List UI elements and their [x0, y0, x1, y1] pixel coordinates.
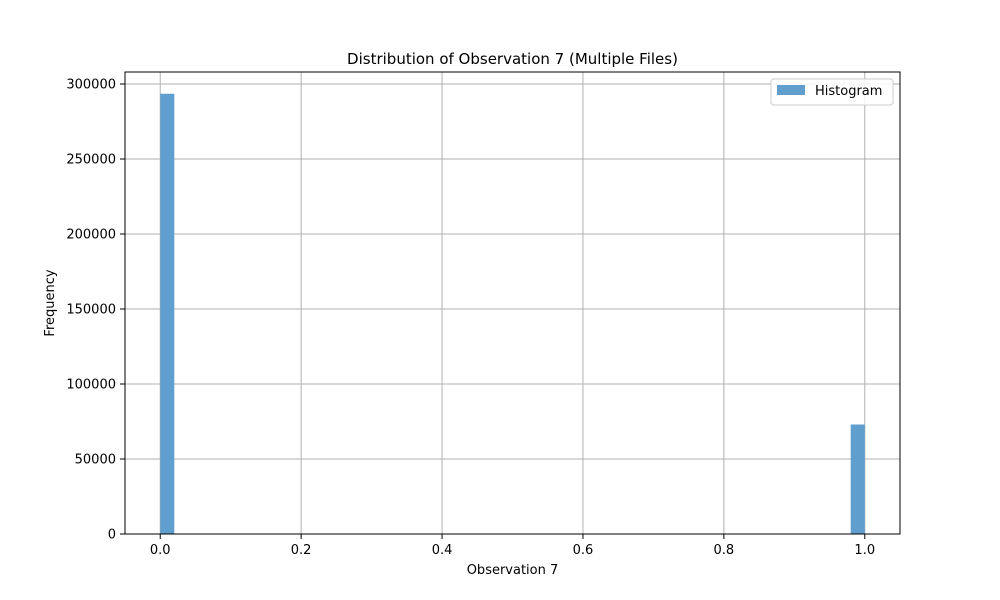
tick-layer: 0.0 0.2 0.4 0.6 0.8 1.0 0 50000 100000 150000 2000…	[66, 78, 875, 559]
y-tick-label: 100000	[66, 378, 116, 393]
legend: Histogram	[770, 78, 894, 106]
x-tick-label: 0.4	[432, 543, 453, 558]
x-tick-label: 0.8	[714, 543, 735, 558]
y-tick-label: 150000	[66, 303, 116, 318]
y-axis-label: Frequency	[43, 269, 58, 336]
y-tick-label: 0	[108, 528, 116, 543]
grid-layer	[125, 72, 900, 535]
y-tick-label: 200000	[66, 228, 116, 243]
plot-frame	[124, 71, 901, 535]
legend-swatch	[777, 85, 805, 95]
x-tick-label: 1.0	[854, 543, 875, 558]
chart-title: Distribution of Observation 7 (Multiple …	[347, 50, 678, 68]
bar-layer	[160, 93, 865, 534]
histogram-bar	[160, 93, 175, 534]
y-tick-label: 250000	[66, 153, 116, 168]
x-tick-label: 0.6	[573, 543, 594, 558]
x-tick-label: 0.0	[150, 543, 171, 558]
y-tick-label: 50000	[75, 453, 116, 468]
x-tick-label: 0.2	[291, 543, 312, 558]
y-tick-label: 300000	[66, 78, 116, 93]
legend-label-histogram: Histogram	[815, 84, 882, 99]
histogram-bar	[850, 424, 865, 534]
x-axis-label: Observation 7	[467, 563, 559, 578]
